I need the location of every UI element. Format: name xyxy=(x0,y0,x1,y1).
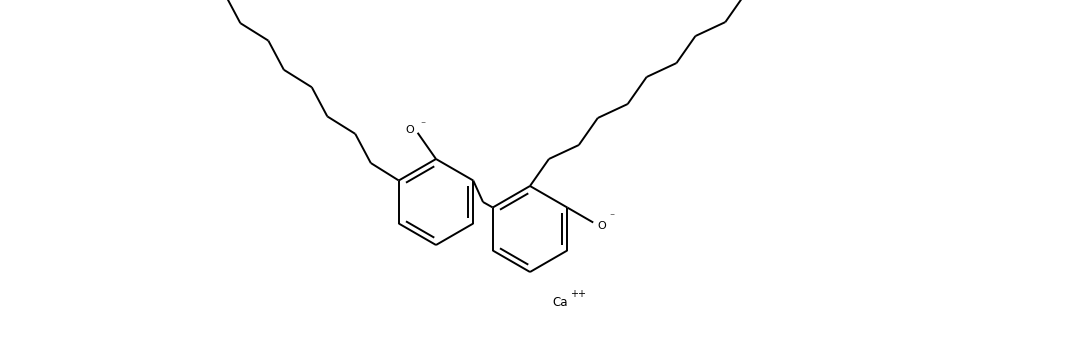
Text: ⁻: ⁻ xyxy=(609,212,614,222)
Text: ⁻: ⁻ xyxy=(421,120,425,130)
Text: O: O xyxy=(597,221,605,231)
Text: Ca: Ca xyxy=(552,296,567,308)
Text: O: O xyxy=(405,125,413,135)
Text: ++: ++ xyxy=(570,289,586,299)
